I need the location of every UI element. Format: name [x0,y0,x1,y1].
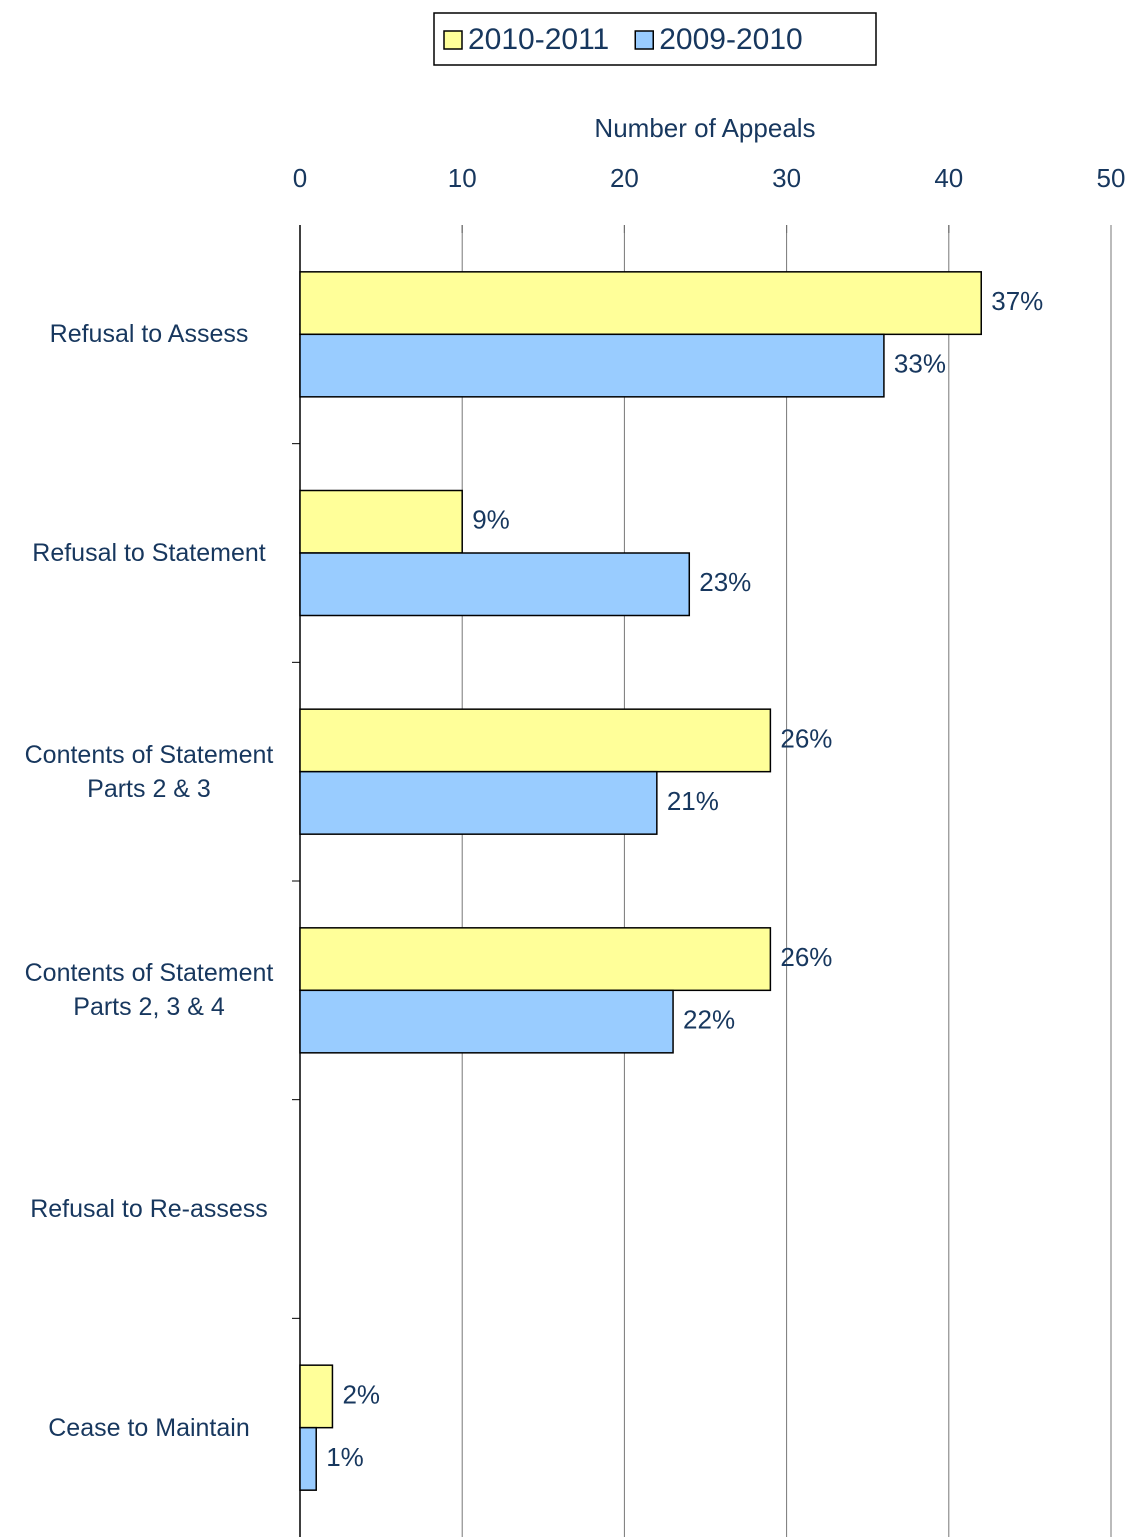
legend-label: 2010-2011 [468,23,609,56]
x-tick-label: 10 [448,163,477,193]
data-label: 23% [699,567,751,597]
x-tick-label: 20 [610,163,639,193]
bar [299,1426,317,1491]
data-label: 1% [326,1442,364,1472]
y-tick-label: Refusal to Re-assess [30,1195,268,1223]
y-tick-label: Cease to Maintain [48,1413,250,1442]
x-axis-title: Number of Appeals [594,113,815,143]
data-label: 33% [894,348,946,378]
data-label: 2% [342,1379,380,1409]
y-tick-label: Refusal to Statement [32,539,266,567]
data-label: 26% [780,723,832,753]
legend-box [433,12,877,66]
bar [299,770,658,835]
bar [299,989,674,1054]
bar [299,552,691,617]
bar [299,927,772,992]
data-label: 22% [683,1004,735,1034]
legend-swatch [634,30,654,50]
bar [299,1364,334,1429]
data-label: 26% [780,942,832,972]
y-tick-label: Refusal to Assess [49,320,249,349]
legend-label: 2009-2010 [659,23,802,56]
y-tick-label: Contents of Statement Parts 2 & 3 [24,740,274,803]
data-label: 37% [991,286,1043,316]
data-label: 21% [667,786,719,816]
bar [299,271,982,336]
x-tick-label: 50 [1097,163,1126,193]
bar [299,708,772,773]
y-tick-label: Contents of Statement Parts 2, 3 & 4 [24,959,274,1022]
x-tick-label: 0 [293,163,307,193]
x-tick-label: 30 [772,163,801,193]
bar [299,333,885,398]
legend-swatch [443,30,463,50]
bar [299,489,463,554]
data-label: 9% [472,505,510,535]
x-tick-label: 40 [934,163,963,193]
